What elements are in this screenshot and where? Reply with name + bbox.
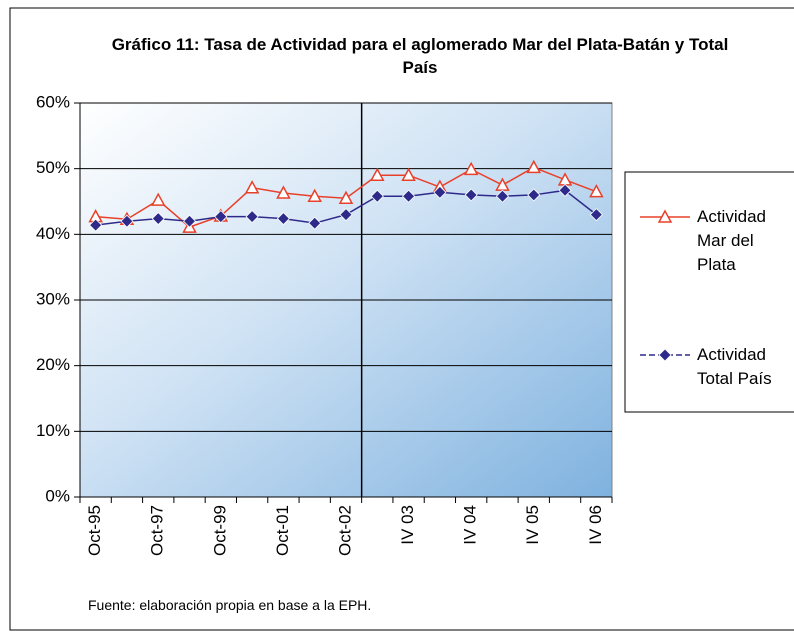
- marker: [276, 212, 290, 226]
- x-tick-label: IV 05: [523, 505, 542, 545]
- marker: [214, 210, 228, 224]
- marker: [558, 183, 572, 197]
- marker: [182, 214, 197, 228]
- y-tick-label: 50%: [36, 158, 70, 177]
- marker: [526, 159, 542, 174]
- x-tick-label: IV 04: [461, 505, 480, 545]
- marker: [495, 189, 510, 203]
- marker: [339, 208, 353, 222]
- legend-label: Actividad Total País: [697, 345, 772, 388]
- x-tick-label: Oct-02: [335, 505, 354, 556]
- chart-title: Gráfico 11: Tasa de Actividad para el ag…: [111, 35, 729, 77]
- marker: [308, 216, 322, 230]
- marker: [402, 189, 416, 203]
- legend-box: [624, 171, 794, 413]
- marker: [150, 192, 166, 206]
- marker: [589, 208, 603, 222]
- source-note: Fuente: elaboración propia en base a la …: [88, 597, 372, 613]
- x-tick-label: Oct-99: [210, 505, 229, 556]
- y-tick-label: 0%: [45, 486, 70, 505]
- y-tick-label: 20%: [36, 355, 70, 374]
- marker: [433, 185, 447, 199]
- marker: [307, 188, 322, 202]
- marker: [589, 184, 604, 198]
- x-tick-label: Oct-01: [273, 505, 292, 556]
- x-tick-label: Oct-97: [148, 505, 167, 556]
- y-tick-label: 30%: [36, 289, 70, 308]
- y-tick-label: 10%: [36, 421, 70, 440]
- marker: [89, 218, 103, 232]
- x-tick-label: IV 06: [586, 505, 605, 545]
- x-tick-label: IV 03: [398, 505, 417, 545]
- marker: [370, 189, 384, 203]
- marker: [244, 180, 260, 194]
- marker: [338, 190, 354, 204]
- marker: [527, 188, 541, 202]
- marker: [464, 188, 478, 202]
- marker: [245, 210, 259, 224]
- y-tick-label: 40%: [36, 224, 70, 243]
- marker: [120, 214, 134, 228]
- marker: [151, 212, 165, 226]
- y-tick-label: 60%: [36, 92, 70, 111]
- marker: [401, 167, 416, 181]
- marker: [658, 348, 672, 362]
- x-tick-label: Oct-95: [85, 505, 104, 556]
- marker: [276, 185, 291, 199]
- marker: [463, 161, 479, 176]
- marker: [657, 209, 673, 223]
- marker: [370, 167, 385, 181]
- legend-label: Actividad Mar del Plata: [697, 207, 766, 274]
